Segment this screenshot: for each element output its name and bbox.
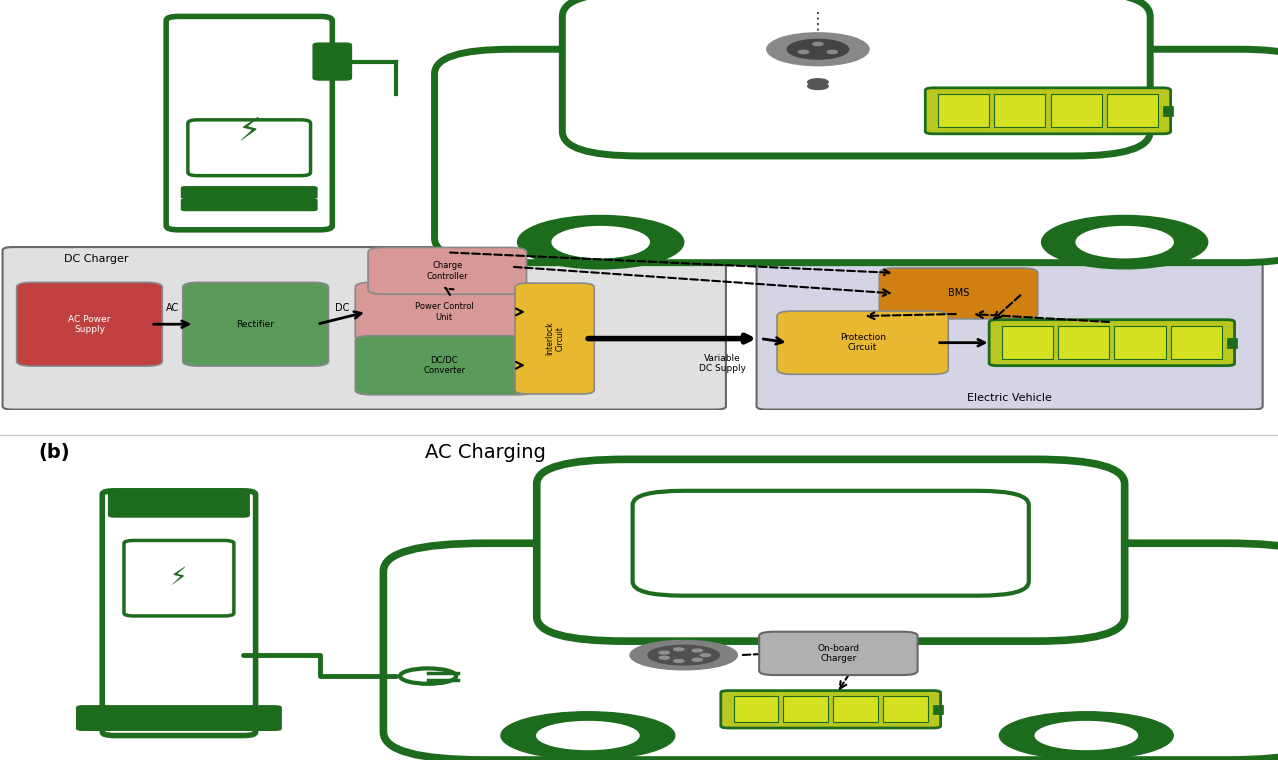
Circle shape [674, 648, 684, 651]
Circle shape [1042, 215, 1208, 269]
FancyBboxPatch shape [435, 49, 1278, 263]
FancyBboxPatch shape [1051, 94, 1102, 127]
FancyBboxPatch shape [1171, 326, 1222, 359]
Circle shape [767, 33, 869, 65]
FancyBboxPatch shape [355, 336, 533, 394]
Text: ⚡: ⚡ [170, 566, 188, 591]
FancyBboxPatch shape [1227, 337, 1237, 347]
FancyBboxPatch shape [721, 691, 941, 728]
Text: AC: AC [166, 302, 179, 313]
Text: Rectifier: Rectifier [236, 320, 275, 329]
Text: AC Charging: AC Charging [426, 443, 546, 462]
Text: (b): (b) [38, 443, 70, 462]
FancyBboxPatch shape [757, 247, 1263, 410]
FancyBboxPatch shape [1058, 326, 1109, 359]
FancyBboxPatch shape [355, 283, 533, 341]
FancyBboxPatch shape [515, 283, 594, 394]
FancyBboxPatch shape [777, 311, 948, 374]
FancyBboxPatch shape [17, 283, 162, 366]
FancyBboxPatch shape [759, 632, 918, 675]
FancyBboxPatch shape [783, 696, 828, 723]
FancyBboxPatch shape [925, 88, 1171, 134]
FancyBboxPatch shape [102, 491, 256, 736]
FancyBboxPatch shape [383, 543, 1278, 760]
FancyBboxPatch shape [734, 696, 778, 723]
FancyBboxPatch shape [181, 199, 317, 211]
Circle shape [799, 50, 809, 53]
FancyBboxPatch shape [537, 459, 1125, 641]
Circle shape [700, 654, 711, 657]
Circle shape [813, 43, 823, 46]
Circle shape [808, 79, 828, 85]
FancyBboxPatch shape [938, 94, 989, 127]
FancyBboxPatch shape [368, 248, 527, 294]
FancyBboxPatch shape [1163, 106, 1173, 116]
Text: Variable
DC Supply: Variable DC Supply [699, 353, 745, 373]
Circle shape [1076, 226, 1173, 258]
Circle shape [659, 651, 670, 654]
Circle shape [400, 668, 456, 684]
FancyBboxPatch shape [166, 17, 332, 230]
Circle shape [648, 645, 720, 665]
Text: Charge
Controller: Charge Controller [427, 261, 468, 280]
FancyBboxPatch shape [933, 705, 943, 714]
FancyBboxPatch shape [188, 120, 311, 176]
FancyBboxPatch shape [181, 187, 317, 198]
Circle shape [1035, 721, 1137, 749]
Text: DC: DC [335, 302, 349, 313]
Text: On-board
Charger: On-board Charger [818, 644, 859, 663]
FancyBboxPatch shape [633, 491, 1029, 596]
Circle shape [630, 641, 737, 670]
Circle shape [659, 657, 670, 659]
Circle shape [501, 712, 675, 759]
FancyBboxPatch shape [883, 696, 928, 723]
FancyBboxPatch shape [77, 706, 281, 730]
FancyBboxPatch shape [1107, 94, 1158, 127]
Text: Power Control
Unit: Power Control Unit [415, 302, 473, 321]
Circle shape [537, 721, 639, 749]
Circle shape [693, 649, 703, 652]
FancyBboxPatch shape [994, 94, 1045, 127]
Circle shape [999, 712, 1173, 759]
Text: ⚡: ⚡ [238, 115, 261, 148]
FancyBboxPatch shape [183, 283, 328, 366]
FancyBboxPatch shape [833, 696, 878, 723]
Circle shape [787, 40, 849, 59]
FancyBboxPatch shape [879, 268, 1038, 319]
FancyBboxPatch shape [313, 43, 351, 80]
FancyBboxPatch shape [562, 0, 1150, 156]
FancyBboxPatch shape [1002, 326, 1053, 359]
Text: Interlock
Circuit: Interlock Circuit [544, 321, 565, 356]
Circle shape [518, 215, 684, 269]
Text: Electric Vehicle: Electric Vehicle [967, 393, 1052, 403]
Text: DC Charger: DC Charger [64, 254, 128, 264]
Text: DC/DC
Converter: DC/DC Converter [423, 356, 465, 375]
FancyBboxPatch shape [989, 320, 1235, 366]
Circle shape [808, 83, 828, 90]
FancyBboxPatch shape [124, 540, 234, 616]
Circle shape [693, 658, 703, 661]
Text: Protection
Circuit: Protection Circuit [840, 333, 886, 353]
Text: BMS: BMS [948, 289, 969, 299]
FancyBboxPatch shape [1114, 326, 1166, 359]
Circle shape [552, 226, 649, 258]
Circle shape [827, 50, 837, 53]
FancyBboxPatch shape [109, 492, 249, 517]
Text: AC Power
Supply: AC Power Supply [68, 315, 111, 334]
FancyBboxPatch shape [3, 247, 726, 410]
Circle shape [674, 660, 684, 662]
